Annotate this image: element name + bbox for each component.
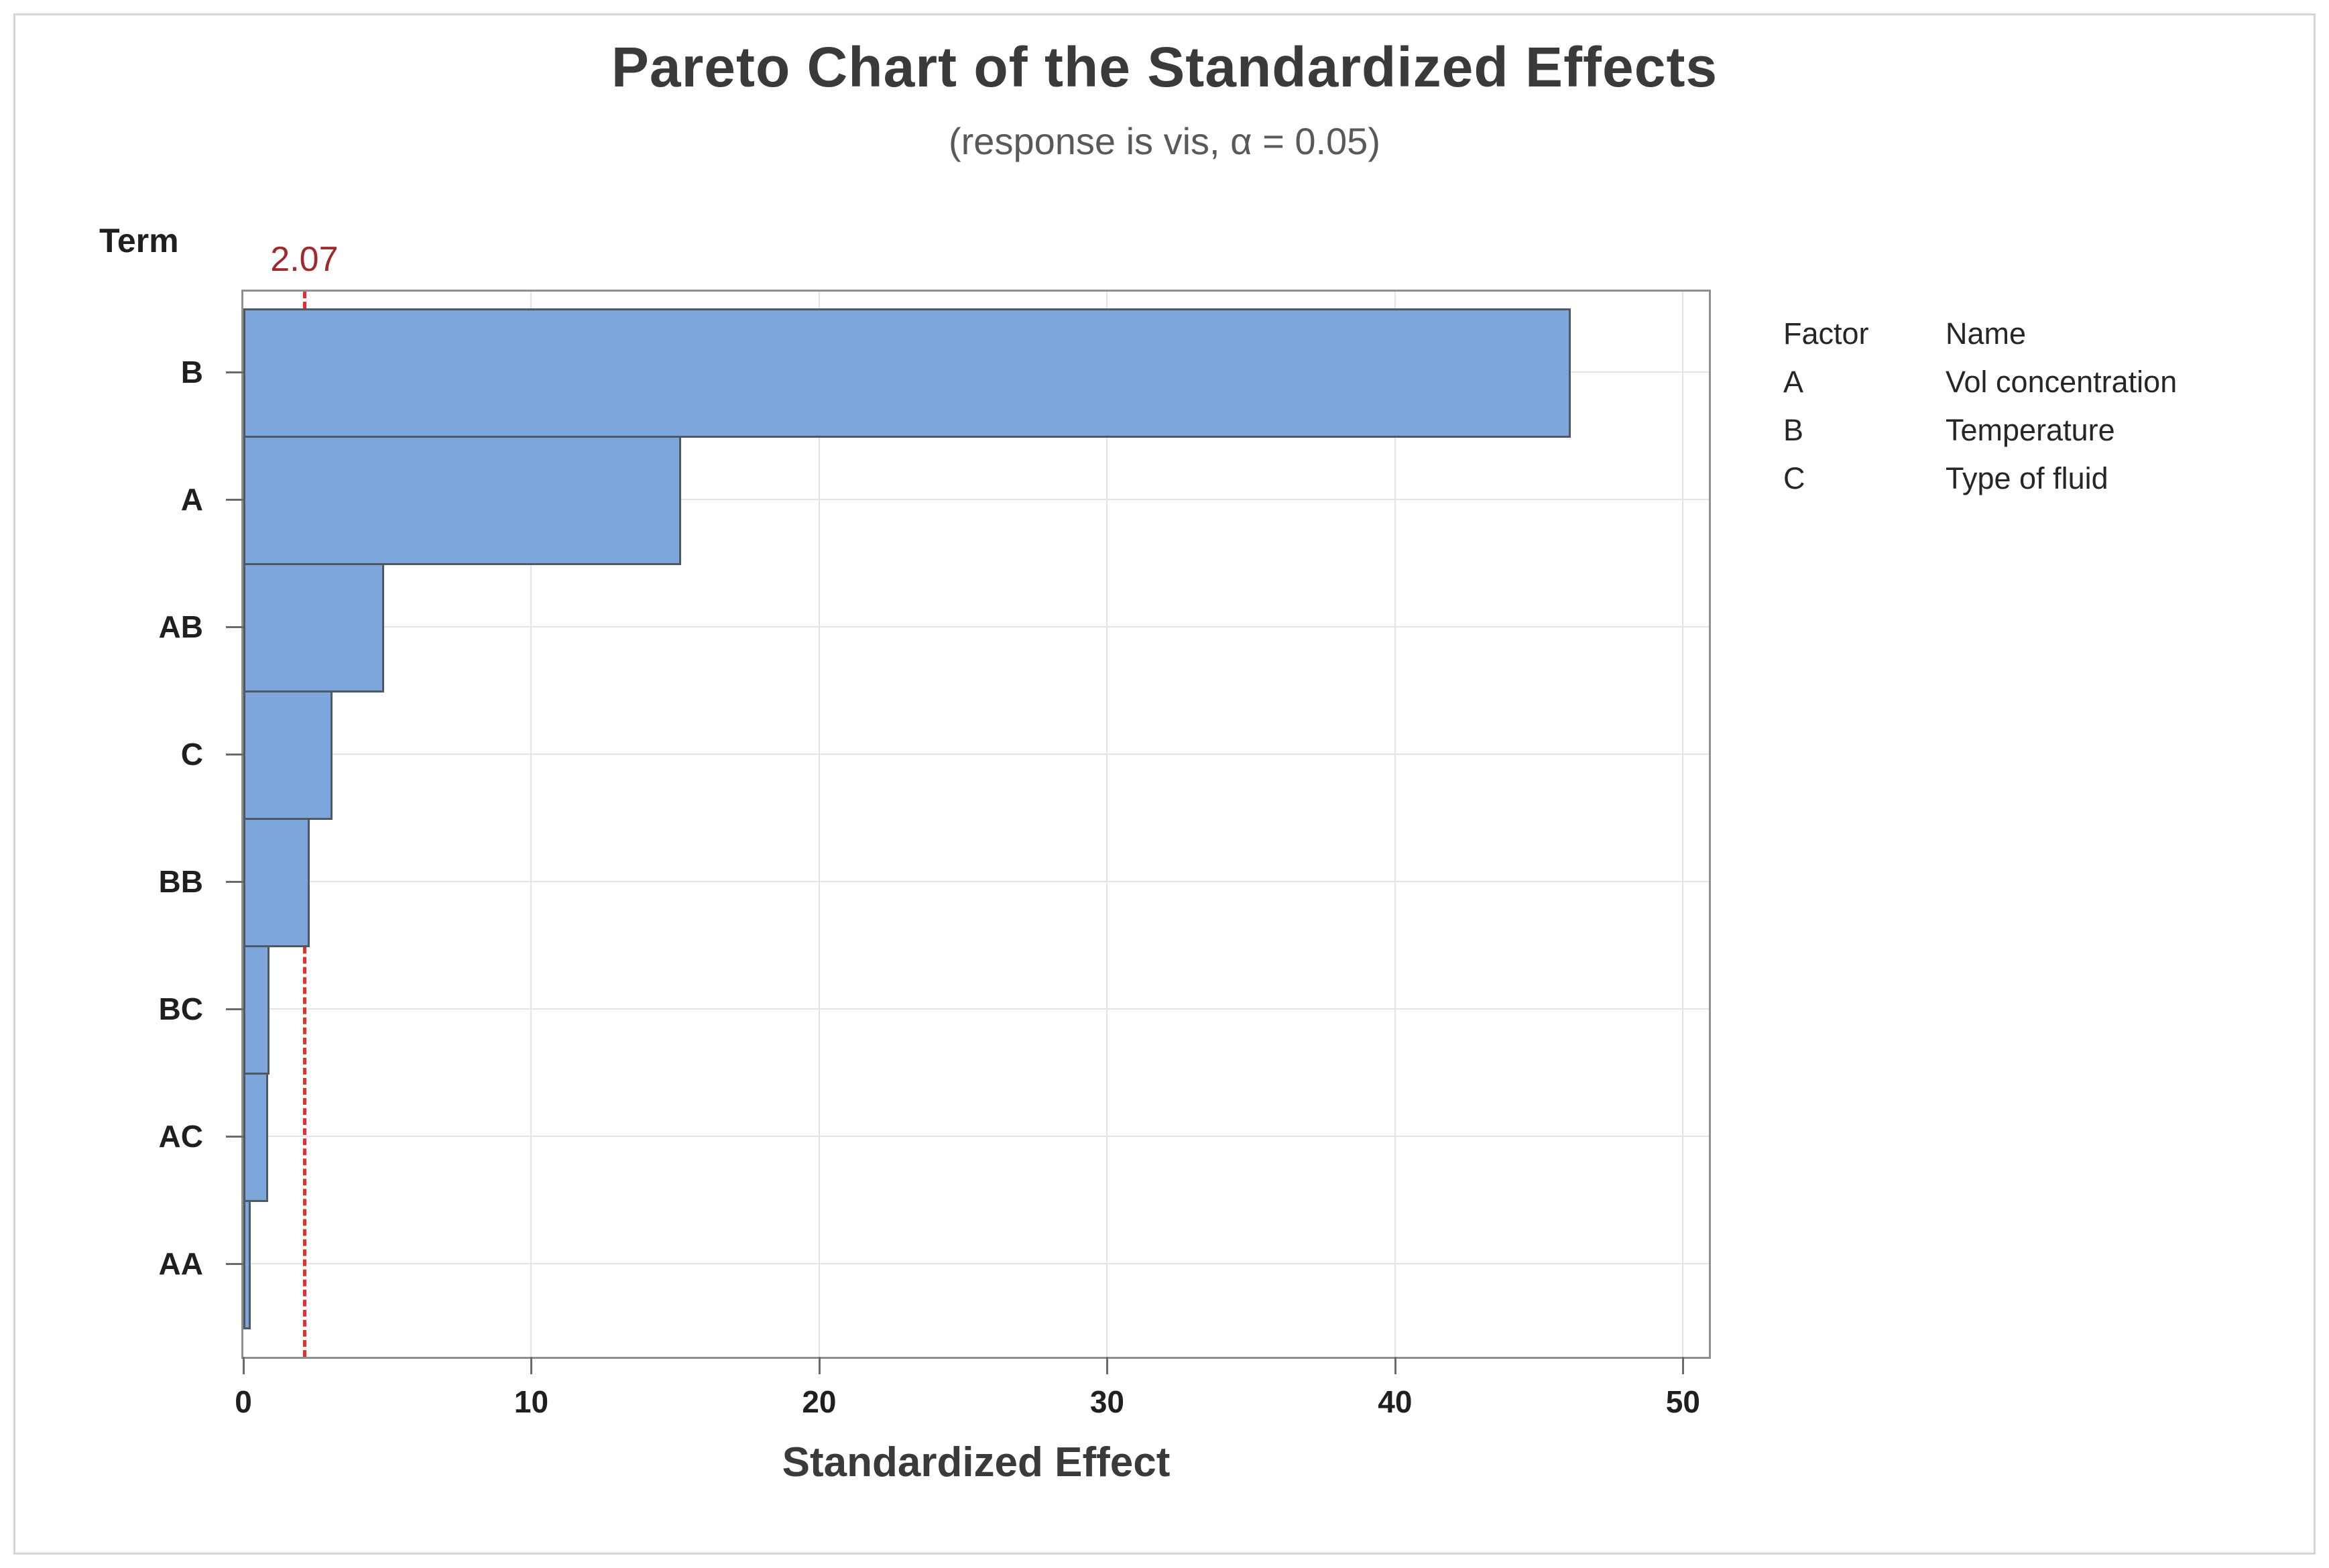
h-gridline xyxy=(243,881,1709,882)
y-tick xyxy=(226,1263,243,1265)
x-tick xyxy=(530,1357,533,1374)
bar xyxy=(243,945,270,1075)
x-axis-title: Standardized Effect xyxy=(782,1439,1171,1486)
x-tick-label: 0 xyxy=(235,1384,252,1419)
legend-factor: B xyxy=(1783,413,1804,447)
bar-label: AC xyxy=(158,1119,203,1154)
x-tick-label: 20 xyxy=(802,1384,837,1419)
y-tick xyxy=(226,499,243,501)
y-tick xyxy=(226,753,243,756)
bar xyxy=(243,1200,251,1329)
bar xyxy=(243,563,385,692)
bar-label: BC xyxy=(158,991,203,1026)
legend-name: Type of fluid xyxy=(1946,461,2108,495)
v-gridline xyxy=(1106,292,1108,1357)
legend-header-factor: Factor xyxy=(1783,316,1869,351)
legend: Factor Name A Vol concentration B Temper… xyxy=(1783,310,2177,503)
chart-subtitle: (response is vis, α = 0.05) xyxy=(949,120,1380,162)
x-tick-label: 30 xyxy=(1089,1384,1124,1419)
x-tick xyxy=(243,1357,245,1374)
legend-name: Vol concentration xyxy=(1946,365,2177,399)
bar-label: B xyxy=(180,355,203,389)
reference-line-label: 2.07 xyxy=(270,240,339,279)
bar xyxy=(243,690,333,820)
h-gridline xyxy=(243,626,1709,627)
x-tick-label: 50 xyxy=(1665,1384,1700,1419)
legend-header-row: Factor Name xyxy=(1783,310,2177,358)
x-tick xyxy=(1682,1357,1685,1374)
bar-label: A xyxy=(180,482,203,517)
x-tick xyxy=(818,1357,821,1374)
chart-title: Pareto Chart of the Standardized Effects xyxy=(611,36,1718,99)
h-gridline xyxy=(243,1136,1709,1137)
legend-row: B Temperature xyxy=(1783,406,2177,455)
plot-area: 2.07 Standardized Effect 0 10 20 30 40 50 B A AB… xyxy=(159,240,1711,1486)
legend-factor: A xyxy=(1783,365,1804,399)
x-tick xyxy=(1106,1357,1109,1374)
bar xyxy=(243,1073,268,1202)
v-gridline xyxy=(818,292,820,1357)
h-gridline xyxy=(243,499,1709,500)
h-gridline xyxy=(243,753,1709,755)
v-gridline xyxy=(530,292,532,1357)
legend-row: C Type of fluid xyxy=(1783,455,2177,503)
bar xyxy=(243,436,681,565)
y-tick xyxy=(226,1136,243,1138)
x-tick-label: 10 xyxy=(514,1384,549,1419)
legend-header-name: Name xyxy=(1946,316,2027,351)
x-tick xyxy=(1394,1357,1396,1374)
y-tick xyxy=(226,1008,243,1010)
v-gridline xyxy=(1682,292,1684,1357)
legend-row: A Vol concentration xyxy=(1783,358,2177,406)
bar-label: BB xyxy=(158,864,203,899)
bar-label: C xyxy=(180,737,203,772)
y-axis-title: Term xyxy=(99,222,179,259)
bar xyxy=(243,308,1571,438)
legend-name: Temperature xyxy=(1946,413,2115,447)
y-tick xyxy=(226,626,243,628)
bar-label: AA xyxy=(158,1246,203,1281)
h-gridline xyxy=(243,1008,1709,1010)
legend-factor: C xyxy=(1783,461,1805,495)
v-gridline xyxy=(1394,292,1396,1357)
y-tick xyxy=(226,881,243,883)
bar xyxy=(243,818,310,947)
h-gridline xyxy=(243,1263,1709,1264)
bar-label: AB xyxy=(158,609,203,644)
x-tick-label: 40 xyxy=(1378,1384,1413,1419)
y-tick xyxy=(226,371,243,373)
